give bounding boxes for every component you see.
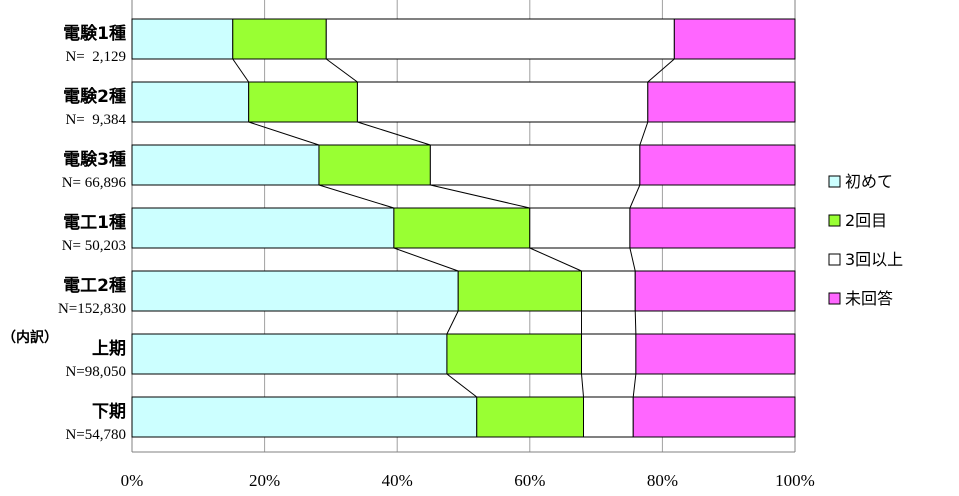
bar-segment — [326, 19, 674, 59]
bar-segment — [635, 271, 795, 311]
category-label: 電験1種 — [63, 23, 126, 44]
bar-segment — [582, 271, 636, 311]
bar-segment — [233, 19, 326, 59]
series-line — [447, 374, 477, 397]
legend-label: 初めて — [845, 172, 893, 191]
series-line — [640, 122, 648, 145]
x-tick-label: 60% — [514, 471, 545, 490]
bar-segment — [132, 271, 458, 311]
series-line — [357, 122, 430, 145]
breakdown-label: （内訳） — [2, 329, 58, 346]
x-tick-label: 80% — [647, 471, 678, 490]
bar-segment — [584, 397, 634, 437]
bar-segment — [430, 145, 640, 185]
bar-segment — [319, 145, 430, 185]
bar-segment — [477, 397, 584, 437]
bar-segment — [458, 271, 581, 311]
x-tick-label: 20% — [249, 471, 280, 490]
x-tick-label: 0% — [121, 471, 144, 490]
category-label: 電工2種 — [63, 275, 126, 296]
legend-label: 未回答 — [845, 289, 893, 308]
x-axis-ticks: 0% 20% 40% 60% 80% 100% — [121, 471, 815, 490]
bar-segment — [132, 145, 319, 185]
bar-segment — [633, 397, 795, 437]
bar-segment — [530, 208, 630, 248]
series-line — [249, 122, 319, 145]
bar-segment — [447, 334, 582, 374]
category-n-label: N= 2,129 — [65, 49, 126, 65]
category-n-label: N= 9,384 — [65, 112, 126, 128]
series-line — [430, 185, 529, 208]
category-label: 電験3種 — [63, 149, 126, 170]
bar-segment — [394, 208, 530, 248]
category-n-label: N=54,780 — [65, 427, 126, 443]
bar-segment — [640, 145, 795, 185]
bars — [132, 19, 795, 437]
series-line — [394, 248, 458, 271]
bar-segment — [249, 82, 358, 122]
bar-segment — [132, 397, 477, 437]
bar-segment — [357, 82, 647, 122]
series-line — [630, 248, 635, 271]
bar-segment — [648, 82, 795, 122]
legend-label: 2回目 — [845, 211, 887, 230]
legend-swatch — [829, 254, 840, 265]
x-tick-label: 100% — [775, 471, 815, 490]
category-n-label: N= 50,203 — [62, 238, 126, 254]
category-label: 下期 — [92, 402, 126, 422]
bar-segment — [674, 19, 795, 59]
category-n-label: N=152,830 — [58, 301, 126, 317]
series-line — [648, 59, 675, 82]
legend-swatch — [829, 215, 840, 226]
bar-segment — [636, 334, 795, 374]
category-n-label: N=98,050 — [65, 364, 126, 380]
legend-swatch — [829, 176, 840, 187]
bar-segment — [132, 208, 394, 248]
category-label: 電工1種 — [63, 212, 126, 233]
series-line — [630, 185, 640, 208]
series-line — [633, 374, 636, 397]
bar-segment — [132, 334, 447, 374]
series-line — [582, 374, 584, 397]
category-n-label: N= 66,896 — [62, 175, 127, 191]
legend-label: 3回以上 — [845, 250, 903, 269]
x-tick-label: 40% — [382, 471, 413, 490]
series-line — [319, 185, 394, 208]
series-line — [326, 59, 357, 82]
bar-segment — [132, 19, 233, 59]
series-line — [530, 248, 582, 271]
bar-segment — [582, 334, 636, 374]
legend-swatch — [829, 293, 840, 304]
series-line — [635, 311, 636, 334]
category-labels: 電験1種 N= 2,129 電験2種 N= 9,384 電験3種 N= 66,896 電工1… — [2, 23, 126, 443]
series-line — [447, 311, 458, 334]
bar-segment — [132, 82, 249, 122]
series-line — [233, 59, 249, 82]
category-label: 上期 — [92, 339, 126, 359]
category-label: 電験2種 — [63, 86, 126, 107]
bar-segment — [630, 208, 795, 248]
